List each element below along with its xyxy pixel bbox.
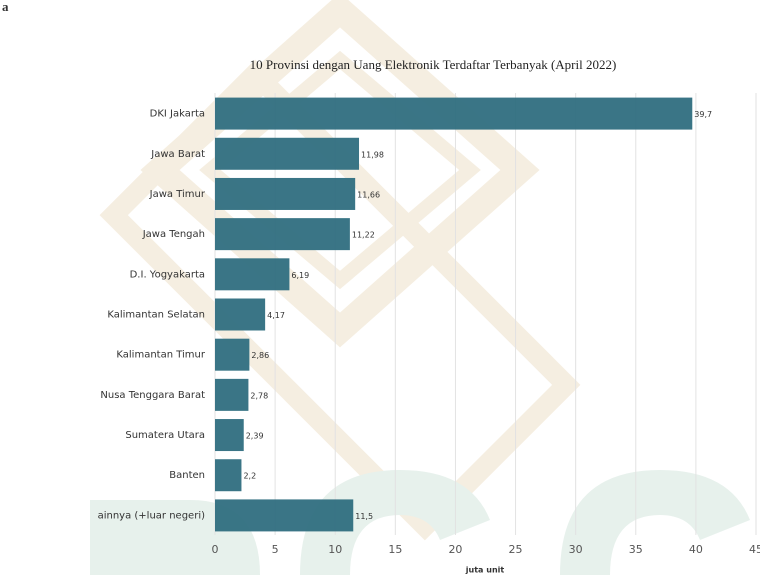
x-tick-label: 20: [448, 543, 462, 556]
bar: [215, 298, 266, 331]
bar: [215, 177, 356, 210]
bar: [215, 218, 350, 251]
bar: [215, 137, 360, 170]
value-label: 11,98: [361, 150, 384, 159]
bar: [215, 97, 693, 130]
x-tick-label: 10: [328, 543, 342, 556]
chart-title: 10 Provinsi dengan Uang Elektronik Terda…: [250, 57, 617, 72]
value-label: 11,5: [355, 512, 373, 521]
watermark: [90, 0, 750, 575]
bar: [215, 499, 354, 532]
x-tick-label: 5: [272, 543, 279, 556]
value-label: 39,7: [694, 110, 712, 119]
x-tick-label: 40: [689, 543, 703, 556]
y-tick-label: DKI Jakarta: [150, 109, 205, 120]
value-label: 2,78: [250, 391, 268, 400]
x-tick-label: 25: [509, 543, 523, 556]
x-tick-label: 15: [388, 543, 402, 556]
bar: [215, 419, 244, 452]
bar: [215, 338, 250, 371]
y-tick-label: ainnya (+luar negeri): [98, 510, 206, 521]
y-tick-label: Sumatera Utara: [125, 430, 205, 441]
x-tick-label: 0: [212, 543, 219, 556]
value-label: 2,2: [243, 472, 256, 481]
y-tick-label: Jawa Barat: [150, 149, 205, 160]
corner-text: a: [2, 0, 9, 14]
value-label: 11,22: [352, 231, 375, 240]
y-tick-label: Kalimantan Timur: [116, 350, 205, 361]
bar: [215, 459, 242, 492]
value-label: 6,19: [291, 271, 309, 280]
y-tick-label: D.I. Yogyakarta: [130, 269, 205, 280]
y-tick-label: Jawa Timur: [149, 189, 206, 200]
value-label: 11,66: [357, 190, 380, 199]
x-tick-label: 45: [749, 543, 760, 556]
value-label: 2,86: [251, 351, 269, 360]
x-tick-label: 35: [629, 543, 643, 556]
y-tick-label: Nusa Tenggara Barat: [100, 390, 205, 401]
bar: [215, 378, 249, 411]
x-axis-label: juta unit: [465, 566, 505, 575]
bar: [215, 258, 290, 291]
x-tick-label: 30: [569, 543, 583, 556]
y-tick-label: Banten: [169, 470, 205, 481]
y-tick-label: Jawa Tengah: [142, 229, 205, 240]
value-label: 4,17: [267, 311, 285, 320]
y-tick-label: Kalimantan Selatan: [107, 310, 205, 321]
value-label: 2,39: [246, 432, 264, 441]
